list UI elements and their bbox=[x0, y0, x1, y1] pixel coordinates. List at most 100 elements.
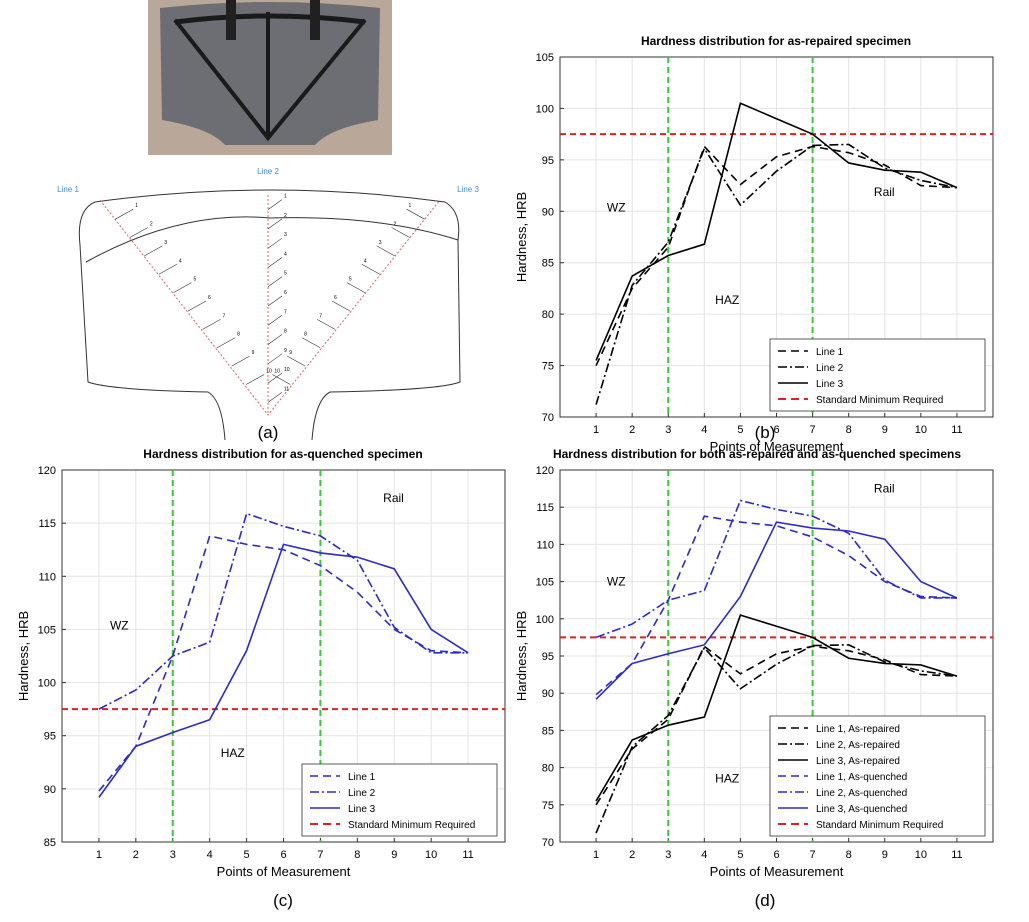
measurement-lines bbox=[99, 195, 441, 416]
y-tick-label: 75 bbox=[542, 361, 554, 373]
point-label: 10 bbox=[266, 368, 272, 374]
x-tick-label: 11 bbox=[951, 424, 962, 436]
series-line bbox=[595, 521, 958, 700]
panel-label: (d) bbox=[755, 891, 776, 910]
legend-label: Line 3, As-quenched bbox=[816, 804, 907, 815]
series-line bbox=[98, 512, 469, 710]
x-tick-label: 5 bbox=[737, 849, 743, 861]
line-label: Line 3 bbox=[457, 185, 479, 194]
point-label: 1 bbox=[409, 203, 412, 209]
legend-label: Line 2, As-repaired bbox=[816, 740, 900, 751]
rail-outline bbox=[78, 189, 461, 441]
y-tick-label: 100 bbox=[38, 678, 56, 690]
x-tick-label: 3 bbox=[170, 849, 176, 861]
y-axis-label: Hardness, HRB bbox=[16, 611, 31, 701]
point-leader bbox=[187, 300, 207, 312]
y-tick-label: 115 bbox=[536, 502, 554, 514]
y-tick-label: 80 bbox=[542, 309, 554, 321]
point-label: 7 bbox=[319, 313, 322, 319]
chart-title: Hardness distribution for both as-repair… bbox=[553, 447, 961, 461]
point-leader bbox=[376, 245, 395, 257]
legend-label: Line 3 bbox=[816, 379, 844, 390]
point-label: 4 bbox=[364, 258, 367, 264]
series-line bbox=[595, 614, 958, 802]
point-label: 8 bbox=[284, 329, 287, 335]
region-annotation: WZ bbox=[607, 200, 626, 214]
series-line bbox=[595, 515, 957, 696]
point-leader bbox=[267, 295, 283, 307]
y-tick-label: 85 bbox=[44, 837, 56, 849]
region-annotation: HAZ bbox=[715, 293, 739, 307]
x-tick-label: 10 bbox=[425, 849, 437, 861]
tape bbox=[226, 0, 236, 40]
point-label: 3 bbox=[379, 240, 382, 246]
x-tick-label: 9 bbox=[882, 849, 888, 861]
region-annotation: Rail bbox=[874, 481, 895, 495]
legend-label: Line 2 bbox=[816, 363, 844, 374]
point-label: 3 bbox=[164, 240, 167, 246]
y-tick-label: 95 bbox=[44, 731, 56, 743]
point-leader bbox=[361, 264, 380, 275]
point-leader bbox=[267, 372, 283, 384]
point-label: 9 bbox=[252, 350, 255, 356]
tape bbox=[310, 0, 320, 40]
marker-lines bbox=[173, 12, 367, 142]
point-leader bbox=[272, 374, 291, 385]
y-tick-label: 70 bbox=[542, 837, 554, 849]
panel-label: (c) bbox=[273, 891, 293, 910]
line-label: Line 1 bbox=[57, 185, 79, 194]
line-label: Line 2 bbox=[257, 167, 279, 176]
x-tick-label: 3 bbox=[665, 849, 671, 861]
point-label: 9 bbox=[289, 350, 292, 356]
point-leader bbox=[287, 355, 306, 367]
point-label: 10 bbox=[274, 368, 280, 374]
point-label: 4 bbox=[179, 258, 182, 264]
x-tick-label: 5 bbox=[244, 849, 250, 861]
x-tick-label: 4 bbox=[207, 849, 213, 861]
legend-label: Line 1, As-repaired bbox=[816, 724, 900, 735]
region-annotation: HAZ bbox=[715, 771, 739, 785]
x-tick-label: 6 bbox=[773, 424, 779, 436]
x-tick-label: 2 bbox=[133, 849, 139, 861]
x-tick-label: 2 bbox=[629, 424, 635, 436]
x-axis-label: Points of Measurement bbox=[710, 864, 844, 879]
point-leader bbox=[267, 315, 283, 326]
point-label: 1 bbox=[284, 194, 287, 200]
y-tick-label: 110 bbox=[536, 539, 554, 551]
legend-label: Standard Minimum Required bbox=[348, 820, 475, 831]
x-tick-label: 8 bbox=[354, 849, 360, 861]
y-tick-label: 105 bbox=[536, 577, 554, 589]
point-label: 8 bbox=[304, 332, 307, 338]
point-label: 1 bbox=[135, 203, 138, 209]
x-tick-label: 5 bbox=[737, 424, 743, 436]
point-leader bbox=[267, 199, 283, 210]
series-line bbox=[595, 102, 958, 361]
y-axis-label: Hardness, HRB bbox=[514, 192, 529, 282]
point-label: 6 bbox=[334, 295, 337, 301]
x-tick-label: 4 bbox=[701, 849, 707, 861]
chart-title: Hardness distribution for as-repaired sp… bbox=[641, 34, 911, 48]
point-label: 7 bbox=[284, 309, 287, 315]
plot-frame bbox=[61, 469, 506, 843]
point-leader bbox=[129, 227, 148, 238]
region-annotation: HAZ bbox=[221, 746, 245, 760]
legend-label: Standard Minimum Required bbox=[816, 820, 943, 831]
point-label: 9 bbox=[284, 348, 287, 354]
region-annotation: Rail bbox=[874, 185, 895, 199]
x-tick-label: 6 bbox=[773, 849, 779, 861]
x-tick-label: 10 bbox=[915, 849, 927, 861]
y-tick-label: 90 bbox=[542, 688, 554, 700]
point-leader bbox=[246, 374, 265, 385]
legend-label: Line 1 bbox=[816, 347, 844, 358]
point-leader bbox=[267, 353, 283, 365]
point-leader bbox=[406, 208, 425, 220]
x-tick-label: 11 bbox=[462, 849, 473, 861]
y-tick-label: 90 bbox=[44, 784, 56, 796]
boundary-line bbox=[174, 13, 366, 25]
plot-frame bbox=[559, 56, 994, 418]
point-label: 4 bbox=[284, 251, 287, 257]
x-axis-label: Points of Measurement bbox=[217, 864, 351, 879]
specimen-photo bbox=[148, 0, 392, 155]
legend-label: Line 2, As-quenched bbox=[816, 788, 907, 799]
x-tick-label: 7 bbox=[810, 849, 816, 861]
